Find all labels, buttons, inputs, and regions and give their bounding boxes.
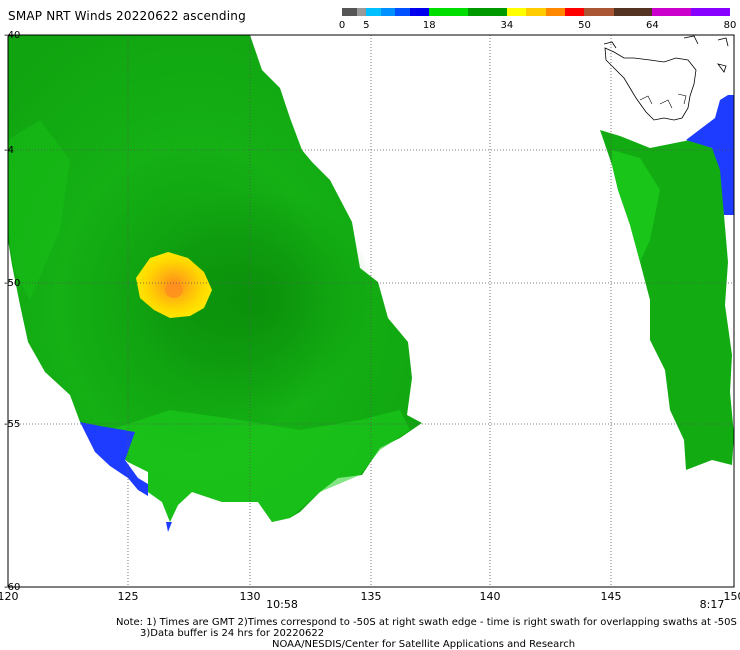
longitude-label: 120 [0, 590, 19, 603]
colorbar-tick-label: 0 [338, 20, 346, 31]
colorbar-segment [545, 8, 566, 16]
colorbar-segment [380, 8, 396, 16]
colorbar-segment [584, 8, 614, 16]
longitude-label: 125 [118, 590, 139, 603]
longitude-label: 150 [724, 590, 740, 603]
colorbar-tick-label: 18 [422, 20, 436, 31]
colorbar-tick-label: 5 [363, 20, 370, 31]
latitude-labels: -40 -4 -50 -55 -60 [4, 30, 20, 593]
low-wind-patch-southwest [80, 422, 148, 496]
wind-speed-colorbar [342, 8, 730, 16]
tasmania-coastline [604, 47, 697, 121]
latitude-label: -4 [4, 145, 14, 156]
graticule-grid [8, 35, 734, 587]
colorbar-segment [395, 8, 410, 16]
colorbar-segment [506, 8, 527, 16]
colorbar-tick-label: 50 [578, 20, 591, 31]
credits-line: NOAA/NESDIS/Center for Satellite Applica… [272, 639, 576, 650]
note-line-2: 3)Data buffer is 24 hrs for 20220622 [140, 628, 325, 639]
colorbar-tick-label: 80 [723, 20, 737, 31]
low-wind-tip [166, 522, 172, 532]
latitude-label: -55 [4, 419, 20, 430]
colorbar-tick-label: 34 [500, 20, 514, 31]
note-line-1: Note: 1) Times are GMT 2)Times correspon… [116, 617, 737, 628]
longitude-label: 130 [240, 590, 261, 603]
colorbar-segment [342, 8, 357, 16]
longitude-label: 135 [361, 590, 382, 603]
right-swath-light-strip [612, 150, 660, 262]
longitude-label: 140 [480, 590, 501, 603]
colorbar-tick-label: 64 [646, 20, 659, 31]
colorbar-segment [409, 8, 430, 16]
storm-center-max-winds [165, 282, 183, 298]
colorbar-segment [565, 8, 585, 16]
left-swath-time: 10:58 [266, 598, 298, 611]
low-pressure-darker-area [135, 190, 375, 410]
colorbar-segment [526, 8, 546, 16]
colorbar-segment [652, 8, 692, 16]
map-frame [7, 34, 735, 588]
coastal-inlets [639, 93, 687, 109]
colorbar-segment [468, 8, 507, 16]
latitude-label: -60 [4, 582, 20, 593]
colorbar-segment [429, 8, 469, 16]
colorbar-segment [613, 8, 653, 16]
latitude-label: -50 [4, 278, 20, 289]
longitude-label: 145 [601, 590, 622, 603]
right-swath-time: 8:17 [699, 598, 725, 611]
longitude-labels: 120 125 130 135 140 145 150 [0, 590, 740, 603]
latitude-label: -40 [4, 30, 20, 41]
lighter-wind-west [8, 120, 70, 300]
colorbar-segment [356, 8, 367, 16]
colorbar-segment [366, 8, 381, 16]
colorbar-segment [691, 8, 730, 16]
map-title: SMAP NRT Winds 20220622 ascending [8, 9, 246, 23]
islands-north [603, 35, 729, 73]
right-swath-low-wind-patch [686, 95, 734, 215]
lighter-wind-band [110, 410, 410, 522]
